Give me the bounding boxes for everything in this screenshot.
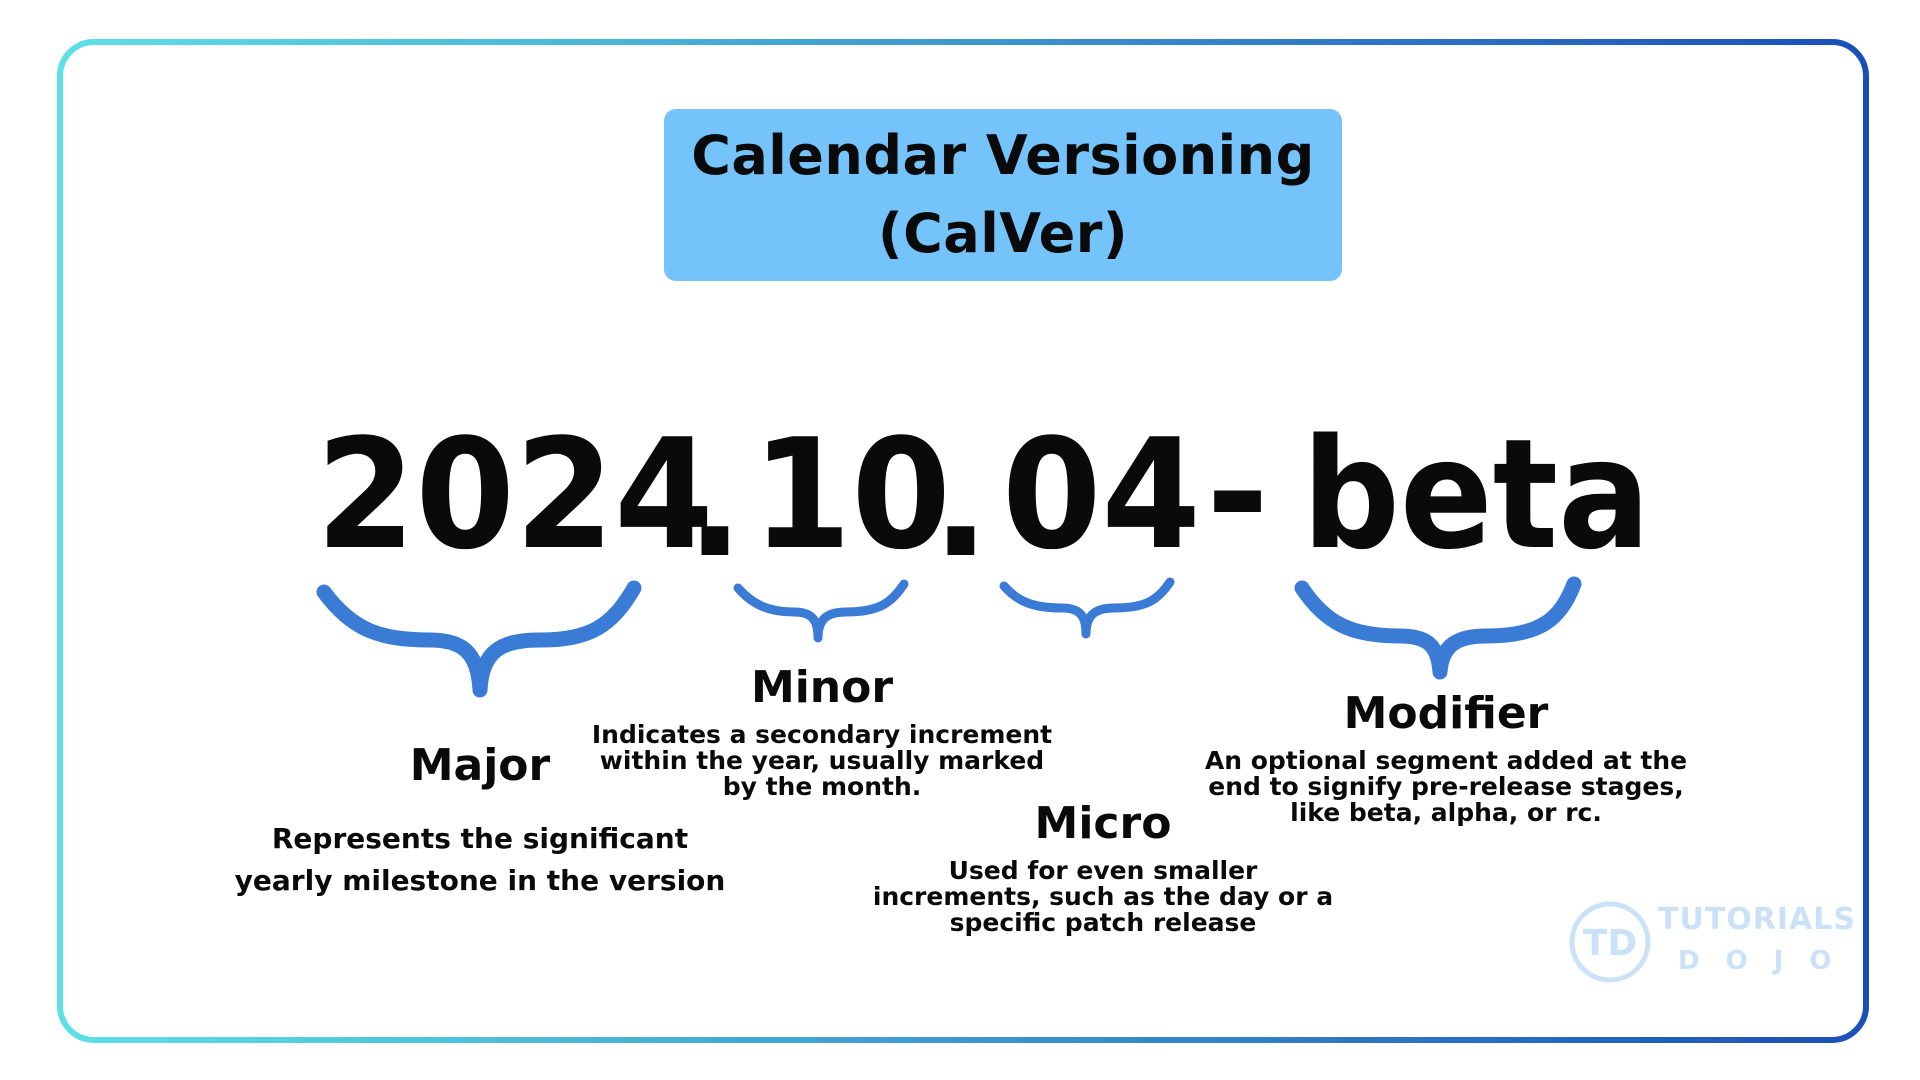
major-desc-line-2: yearly milestone in the version [234,864,726,897]
minor-desc-line-3: by the month. [722,772,922,801]
title-line-2: (CalVer) [877,202,1129,265]
tutorials-dojo-logo: TD TUTORIALS DOJO [1568,896,1855,996]
minor-desc-line-1: Indicates a secondary increment [591,720,1053,749]
version-separator-dot-2: . [932,414,990,591]
version-major: 2024 [316,406,714,583]
logo-word-dojo: DOJO [1678,946,1858,976]
title-box: Calendar Versioning (CalVer) [664,109,1342,281]
modifier-title: Modifier [1343,688,1549,739]
modifier-block: Modifier An optional segment added at th… [1196,688,1696,826]
version-micro: 04 [1002,406,1201,583]
title-line-1: Calendar Versioning [691,124,1315,187]
version-separator-dot-1: . [686,414,744,591]
micro-block: Micro Used for even smaller increments, … [868,798,1338,936]
major-desc-line-1: Represents the significant [271,822,689,855]
micro-desc-line-3: specific patch release [949,908,1257,937]
micro-desc-line-2: increments, such as the day or a [872,882,1334,911]
minor-desc-line-2: within the year, usually marked [599,746,1045,775]
logo-word-tutorials: TUTORIALS [1658,902,1856,937]
version-minor: 10 [752,406,951,583]
major-title: Major [409,740,551,791]
minor-block: Minor Indicates a secondary increment wi… [582,662,1062,800]
logo-mark-icon: TD [1569,901,1651,983]
micro-desc-line-1: Used for even smaller [948,856,1258,885]
modifier-desc-line-2: end to signify pre-release stages, [1208,772,1684,801]
minor-title: Minor [750,662,894,713]
modifier-desc-line-1: An optional segment added at the [1204,746,1688,775]
major-block: Major Represents the significant yearly … [230,740,730,902]
modifier-desc-line-3: like beta, alpha, or rc. [1290,798,1602,827]
logo-mark-text: TD [1583,923,1637,964]
micro-title: Micro [1034,798,1172,849]
version-modifier: beta [1302,406,1651,583]
version-separator-dash: - [1206,404,1270,581]
